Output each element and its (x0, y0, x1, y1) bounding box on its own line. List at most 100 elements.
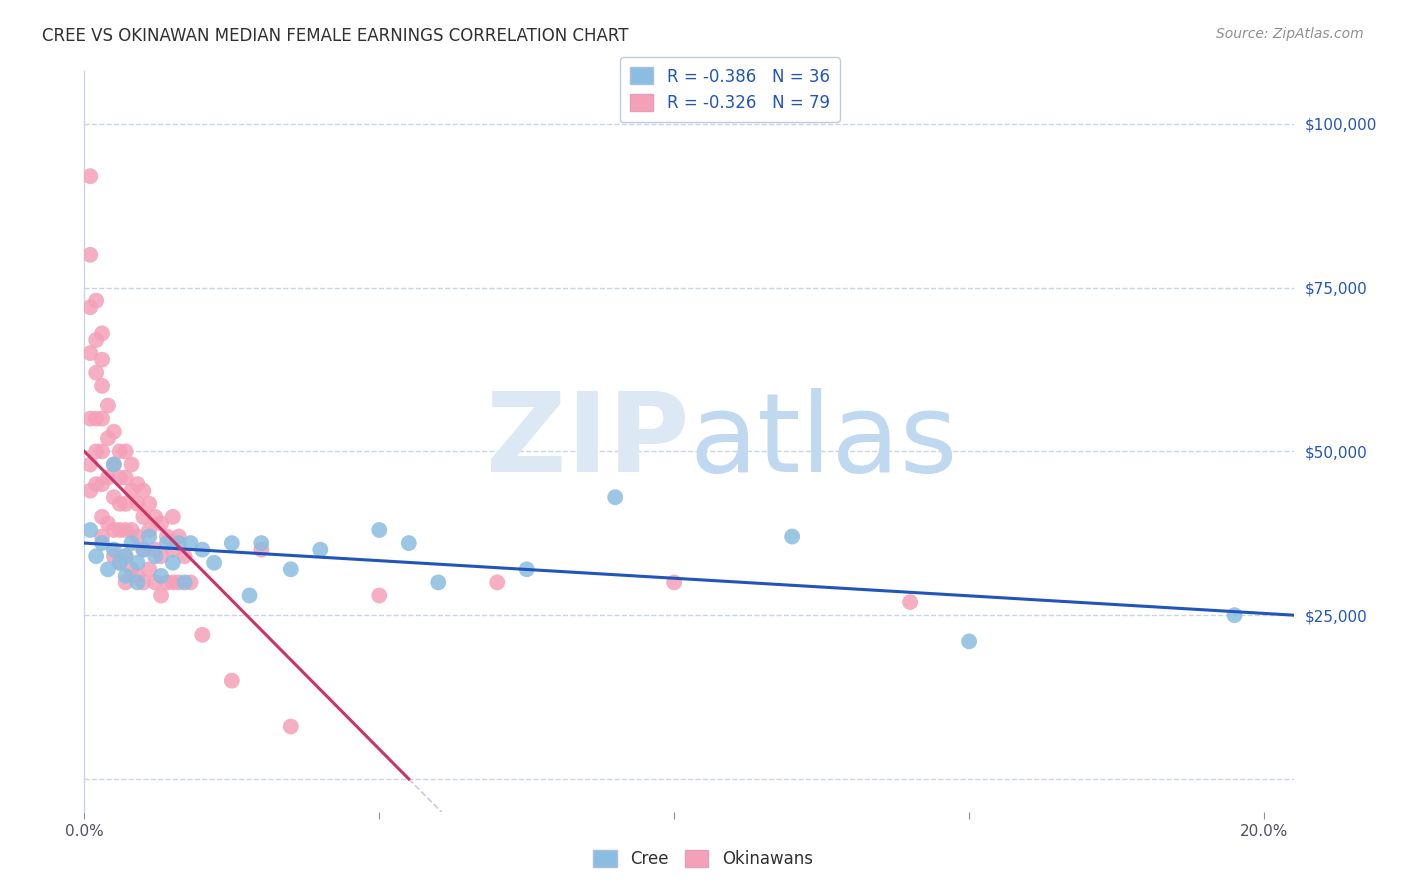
Point (91, 536, 114, 550)
Point (84, 444, 107, 458)
Point (114, 549, 136, 564)
Point (84, 411, 107, 425)
Point (605, 490, 627, 504)
Point (156, 536, 179, 550)
Point (79, 346, 101, 360)
Point (103, 490, 125, 504)
Point (368, 523, 391, 537)
Point (79, 300, 101, 314)
Point (162, 542, 184, 557)
Point (91, 477, 114, 491)
Point (114, 444, 136, 458)
Point (91, 326, 114, 341)
Point (173, 549, 195, 564)
Point (486, 575, 509, 590)
Point (202, 556, 225, 570)
Point (238, 589, 260, 603)
Point (121, 536, 143, 550)
Point (138, 530, 160, 544)
Text: CREE VS OKINAWAN MEDIAN FEMALE EARNINGS CORRELATION CHART: CREE VS OKINAWAN MEDIAN FEMALE EARNINGS … (42, 27, 628, 45)
Point (162, 509, 184, 524)
Point (132, 483, 155, 498)
Point (898, 595, 921, 609)
Point (250, 536, 273, 550)
Point (103, 458, 125, 472)
Point (103, 542, 125, 557)
Point (132, 542, 155, 557)
Point (108, 523, 131, 537)
Point (97, 431, 120, 445)
Point (91, 444, 114, 458)
Point (103, 523, 125, 537)
Point (103, 425, 125, 439)
Point (127, 575, 149, 590)
Point (103, 458, 125, 472)
Point (280, 562, 302, 576)
Point (84, 477, 107, 491)
Legend: R = -0.386   N = 36, R = -0.326   N = 79: R = -0.386 N = 36, R = -0.326 N = 79 (620, 57, 839, 122)
Point (143, 542, 166, 557)
Point (167, 536, 190, 550)
Point (114, 497, 136, 511)
Text: atlas: atlas (689, 388, 957, 495)
Point (516, 562, 538, 576)
Point (121, 523, 143, 537)
Point (114, 575, 136, 590)
Point (138, 497, 160, 511)
Text: Source: ZipAtlas.com: Source: ZipAtlas.com (1216, 27, 1364, 41)
Point (191, 628, 214, 642)
Point (91, 530, 114, 544)
Point (143, 549, 166, 564)
Point (91, 509, 114, 524)
Point (221, 536, 243, 550)
Point (79, 169, 101, 184)
Point (162, 556, 184, 570)
Point (150, 569, 173, 583)
Point (191, 542, 214, 557)
Point (780, 530, 803, 544)
Point (143, 575, 166, 590)
Point (127, 569, 149, 583)
Point (97, 399, 120, 413)
Point (84, 293, 107, 308)
Text: ZIP: ZIP (485, 388, 689, 495)
Point (127, 556, 149, 570)
Point (167, 530, 190, 544)
Point (143, 509, 166, 524)
Point (114, 569, 136, 583)
Point (91, 379, 114, 393)
Point (156, 530, 179, 544)
Point (132, 575, 155, 590)
Point (957, 634, 980, 648)
Point (121, 562, 143, 576)
Point (84, 549, 107, 564)
Point (150, 549, 173, 564)
Point (79, 411, 101, 425)
Point (132, 542, 155, 557)
Point (114, 523, 136, 537)
Point (250, 542, 273, 557)
Point (97, 470, 120, 484)
Point (97, 516, 120, 531)
Point (103, 549, 125, 564)
Point (84, 366, 107, 380)
Point (79, 483, 101, 498)
Point (664, 575, 686, 590)
Point (127, 477, 149, 491)
Point (138, 523, 160, 537)
Point (427, 575, 450, 590)
Point (167, 575, 190, 590)
Point (127, 530, 149, 544)
Point (127, 497, 149, 511)
Point (114, 549, 136, 564)
Point (108, 444, 131, 458)
Point (108, 556, 131, 570)
Point (121, 458, 143, 472)
Point (84, 333, 107, 347)
Point (79, 248, 101, 262)
Point (79, 458, 101, 472)
Point (180, 536, 202, 550)
Point (121, 483, 143, 498)
Point (150, 589, 173, 603)
Point (1223, 608, 1246, 623)
